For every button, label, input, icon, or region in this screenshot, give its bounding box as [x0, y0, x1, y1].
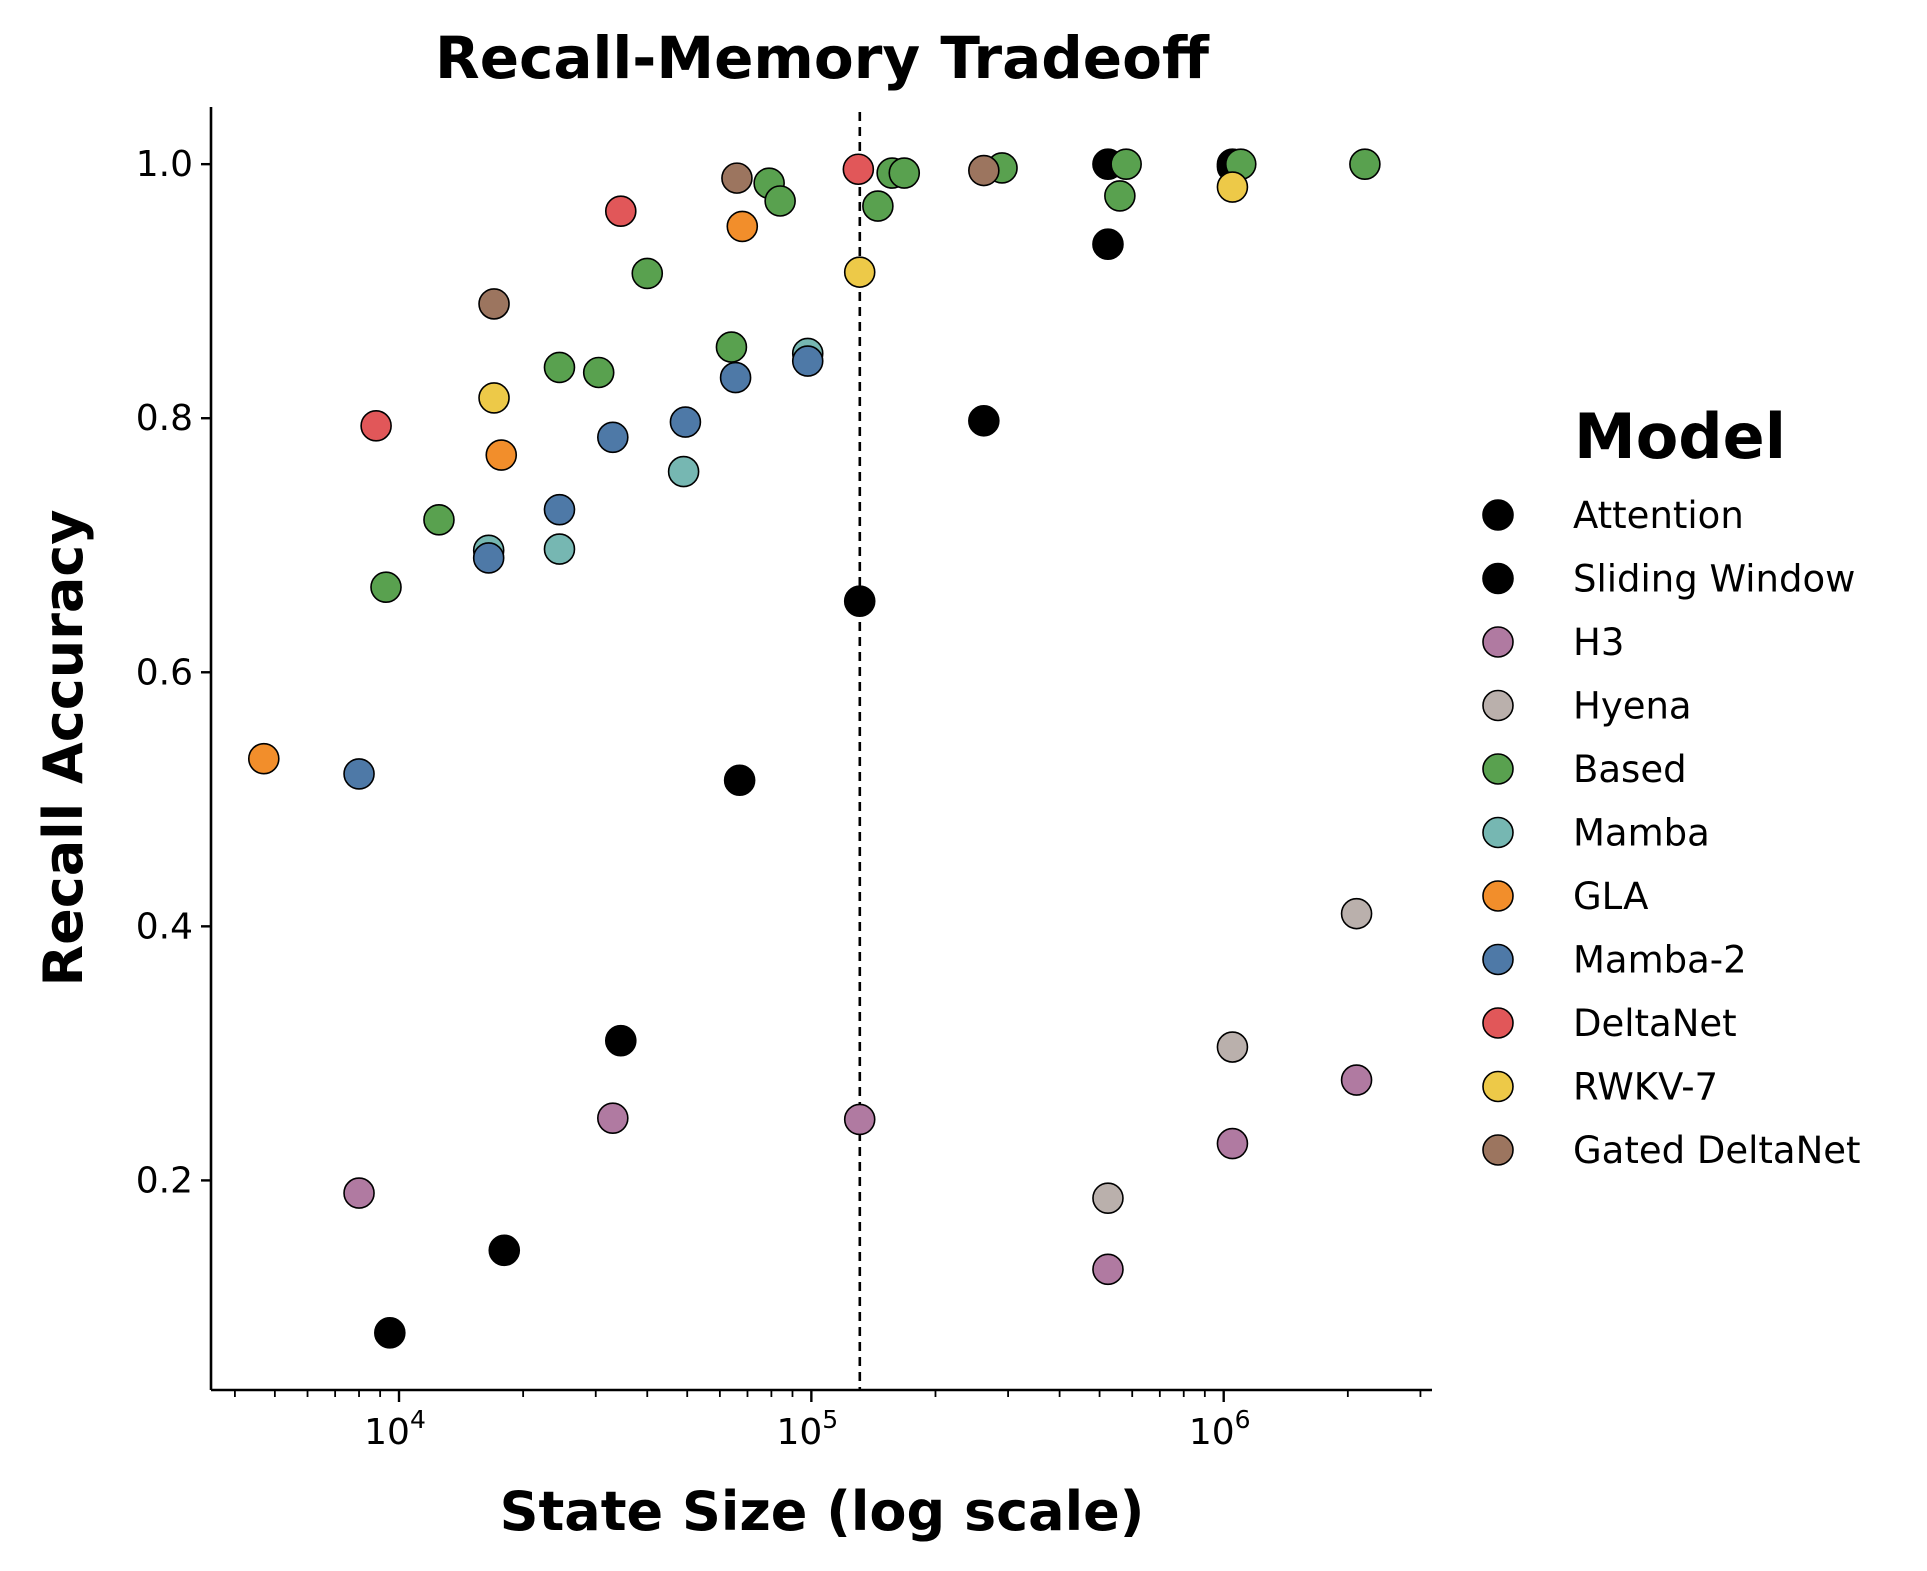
point-mamba-2: [343, 758, 375, 790]
legend-title: Model: [1574, 400, 1786, 473]
point-mamba: [543, 533, 576, 565]
legend-marker-h3: [1482, 626, 1514, 658]
point-attention: [1092, 228, 1124, 260]
x-tick-label: 106: [1189, 1405, 1251, 1453]
point-h3: [1340, 1064, 1373, 1096]
point-gla: [726, 210, 759, 243]
x-tick-exponent: 6: [1235, 1405, 1251, 1434]
x-tick-base: 10: [1189, 1412, 1235, 1453]
point-deltanet: [842, 153, 875, 186]
point-hyena: [1092, 1182, 1124, 1214]
point-based: [543, 351, 576, 384]
point-mamba-2: [719, 361, 752, 394]
point-gated-deltanet: [478, 288, 510, 320]
point-hyena: [1340, 897, 1373, 930]
y-tick-label: 1.0: [136, 144, 193, 185]
legend-label-gla: GLA: [1573, 875, 1648, 918]
x-tick-base: 10: [364, 1412, 410, 1453]
point-attention: [488, 1234, 521, 1267]
point-rwkv-7: [1216, 171, 1249, 203]
point-based: [370, 571, 402, 603]
point-attention: [843, 585, 876, 617]
legend-label-deltanet: DeltaNet: [1573, 1002, 1737, 1045]
x-ticks: 104 105 106: [234, 1390, 1422, 1453]
x-tick-label: 105: [776, 1405, 838, 1453]
y-tick-label: 0.8: [136, 398, 193, 439]
point-deltanet: [604, 195, 637, 227]
point-attention: [968, 404, 1000, 437]
legend: Model Attention Sliding Window H3 Hyena Base…: [1482, 400, 1861, 1172]
point-mamba: [667, 455, 700, 488]
point-based: [764, 185, 796, 217]
point-rwkv-7: [478, 382, 510, 414]
legend-label-sliding-window: Sliding Window: [1573, 558, 1855, 601]
point-based: [888, 157, 921, 189]
legend-marker-gla: [1482, 880, 1514, 912]
point-gla: [247, 742, 280, 775]
data-points: [247, 148, 1381, 1349]
point-mamba-2: [472, 542, 505, 574]
point-based: [423, 504, 455, 536]
x-tick-exponent: 4: [410, 1405, 426, 1434]
x-axis-label: State Size (log scale): [500, 1480, 1145, 1543]
point-gla: [485, 439, 518, 471]
legend-label-based: Based: [1573, 748, 1687, 791]
point-h3: [1092, 1253, 1124, 1286]
point-mamba-2: [543, 493, 576, 526]
legend-marker-mamba-2: [1482, 943, 1514, 976]
point-based: [1349, 148, 1381, 180]
point-mamba-2: [597, 421, 629, 454]
point-hyena: [1216, 1031, 1249, 1063]
legend-marker-based: [1482, 753, 1514, 785]
legend-label-hyena: Hyena: [1573, 685, 1692, 728]
y-tick-label: 0.4: [136, 906, 193, 947]
point-mamba-2: [669, 406, 702, 438]
point-h3: [597, 1102, 629, 1134]
y-tick-label: 0.6: [136, 652, 193, 693]
legend-marker-sliding-window: [1482, 562, 1514, 595]
point-based: [715, 331, 748, 363]
point-mamba-2: [791, 345, 824, 377]
legend-label-attention: Attention: [1573, 494, 1744, 537]
y-tick-label: 0.2: [136, 1160, 193, 1201]
point-based: [862, 190, 894, 222]
point-deltanet: [360, 410, 392, 442]
legend-marker-rwkv-7: [1482, 1070, 1514, 1103]
point-attention: [723, 764, 756, 797]
point-based: [631, 257, 664, 290]
point-based: [582, 356, 615, 389]
legend-marker-hyena: [1482, 689, 1514, 722]
legend-label-mamba: Mamba: [1573, 812, 1710, 855]
x-tick-base: 10: [776, 1412, 822, 1453]
plot-area: 0.20.40.60.81.0 104 105 106: [136, 107, 1432, 1453]
point-based: [1110, 148, 1142, 180]
legend-label-gated-deltanet: Gated DeltaNet: [1573, 1129, 1861, 1172]
point-attention: [374, 1317, 406, 1349]
chart-title: Recall-Memory Tradeoff: [435, 24, 1210, 92]
point-gated-deltanet: [721, 162, 753, 194]
y-axis-label: Recall Accuracy: [32, 509, 95, 986]
point-h3: [343, 1177, 375, 1209]
point-attention: [604, 1024, 637, 1057]
point-based: [1104, 180, 1136, 212]
y-ticks: 0.2 0.4 0.6 0.8 1.0: [136, 144, 211, 1201]
x-tick-label: 104: [364, 1405, 426, 1453]
legend-marker-gated-deltanet: [1482, 1134, 1514, 1166]
legend-label-rwkv-7: RWKV-7: [1573, 1066, 1718, 1109]
point-gated-deltanet: [968, 154, 1000, 187]
point-rwkv-7: [843, 256, 876, 288]
legend-marker-mamba: [1482, 816, 1514, 849]
x-tick-exponent: 5: [822, 1405, 838, 1434]
point-h3: [843, 1103, 876, 1136]
point-h3: [1216, 1127, 1249, 1160]
legend-marker-attention: [1482, 499, 1514, 531]
legend-label-mamba-2: Mamba-2: [1573, 939, 1747, 982]
legend-marker-deltanet: [1482, 1007, 1514, 1039]
legend-label-h3: H3: [1573, 621, 1624, 664]
